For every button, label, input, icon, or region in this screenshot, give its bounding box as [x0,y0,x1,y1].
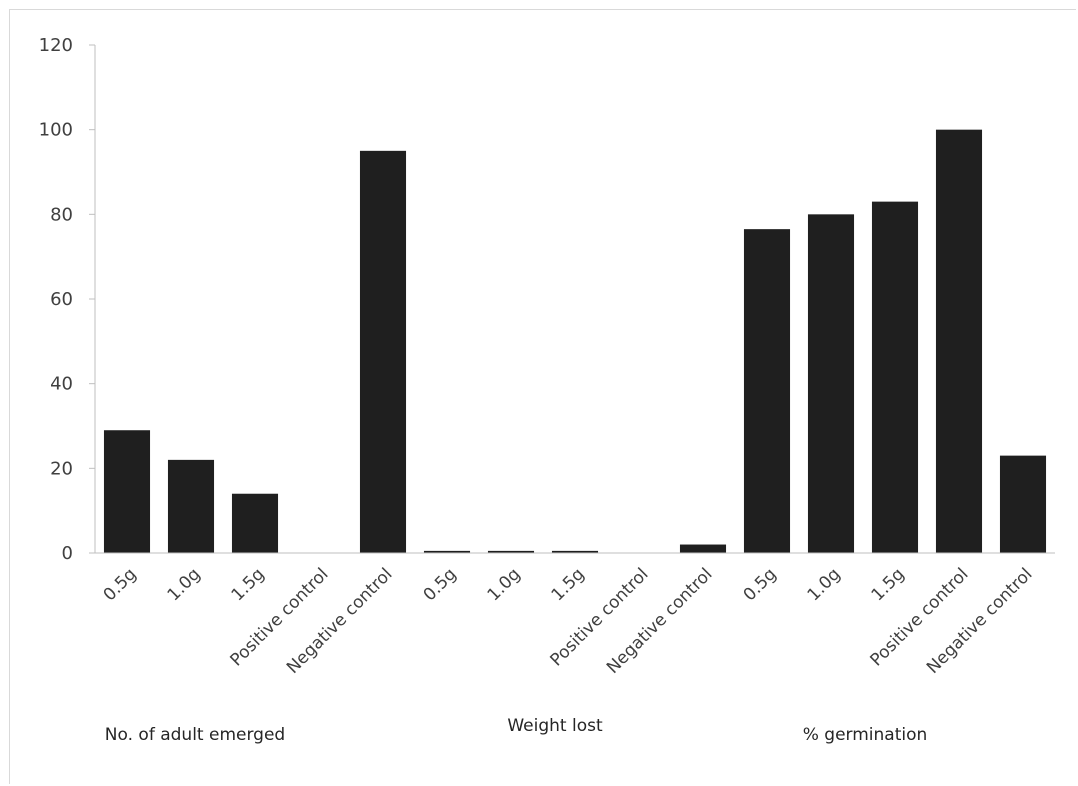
bar [167,459,215,553]
x-tick-label: 1.5g [228,564,269,605]
bars [103,129,1047,554]
y-tick-label: 60 [50,289,73,310]
group-label: No. of adult emerged [105,725,285,745]
x-tick-label: 0.5g [420,564,461,605]
y-tick-label: 80 [50,204,73,225]
y-axis: 0 20 40 60 80 100 120 [39,35,96,564]
x-tick-label: 0.5g [100,564,141,605]
x-tick-label: 1.0g [484,564,525,605]
bar [359,150,407,554]
bar [231,493,279,553]
x-tick-label: 1.0g [804,564,845,605]
x-tick-label: 0.5g [740,564,781,605]
y-tick-label: 0 [62,543,73,564]
y-tick-label: 40 [50,374,73,395]
y-tick-label: 120 [39,35,73,56]
bar [679,544,727,553]
bar [423,550,471,553]
bar [103,430,151,553]
x-tick-label: 1.5g [548,564,589,605]
group-label: Weight lost [507,716,603,736]
group-label: % germination [803,725,928,745]
y-tick-label: 20 [50,458,73,479]
x-tick-label: 1.5g [868,564,909,605]
bar [743,229,791,553]
group-labels: No. of adult emerged Weight lost % germina… [105,716,927,745]
x-tick-label: 1.0g [164,564,205,605]
y-tick-label: 100 [39,120,73,141]
bar [871,201,919,553]
bar [999,455,1047,553]
chart-frame: 0 20 40 60 80 100 120 0.5g 1.0g 1.5g Positive con… [9,9,1076,784]
bar [935,129,983,553]
bar [487,550,535,553]
bar [551,550,599,553]
bar [807,214,855,554]
